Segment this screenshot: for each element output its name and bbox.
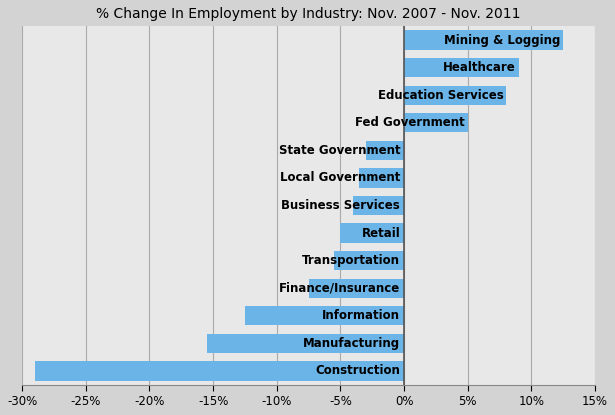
Bar bbox=[353, 196, 404, 215]
Bar bbox=[207, 334, 404, 353]
Bar bbox=[404, 85, 506, 105]
Bar bbox=[340, 223, 404, 243]
Text: Transportation: Transportation bbox=[302, 254, 400, 267]
Text: Local Government: Local Government bbox=[280, 171, 400, 184]
Bar bbox=[404, 58, 518, 77]
Bar bbox=[404, 30, 563, 50]
Text: Construction: Construction bbox=[315, 364, 400, 377]
Bar bbox=[334, 251, 404, 270]
Text: Information: Information bbox=[322, 309, 400, 322]
Text: Retail: Retail bbox=[362, 227, 400, 239]
Text: Finance/Insurance: Finance/Insurance bbox=[279, 282, 400, 295]
Text: Fed Government: Fed Government bbox=[355, 116, 465, 129]
Text: Business Services: Business Services bbox=[282, 199, 400, 212]
Bar bbox=[309, 278, 404, 298]
Title: % Change In Employment by Industry: Nov. 2007 - Nov. 2011: % Change In Employment by Industry: Nov.… bbox=[97, 7, 521, 21]
Bar bbox=[245, 306, 404, 325]
Text: Mining & Logging: Mining & Logging bbox=[444, 34, 561, 46]
Bar bbox=[360, 168, 404, 188]
Text: Manufacturing: Manufacturing bbox=[303, 337, 400, 350]
Text: Education Services: Education Services bbox=[378, 89, 504, 102]
Text: State Government: State Government bbox=[279, 144, 400, 157]
Text: Healthcare: Healthcare bbox=[443, 61, 516, 74]
Bar bbox=[366, 141, 404, 160]
Bar bbox=[35, 361, 404, 381]
Bar bbox=[404, 113, 468, 132]
